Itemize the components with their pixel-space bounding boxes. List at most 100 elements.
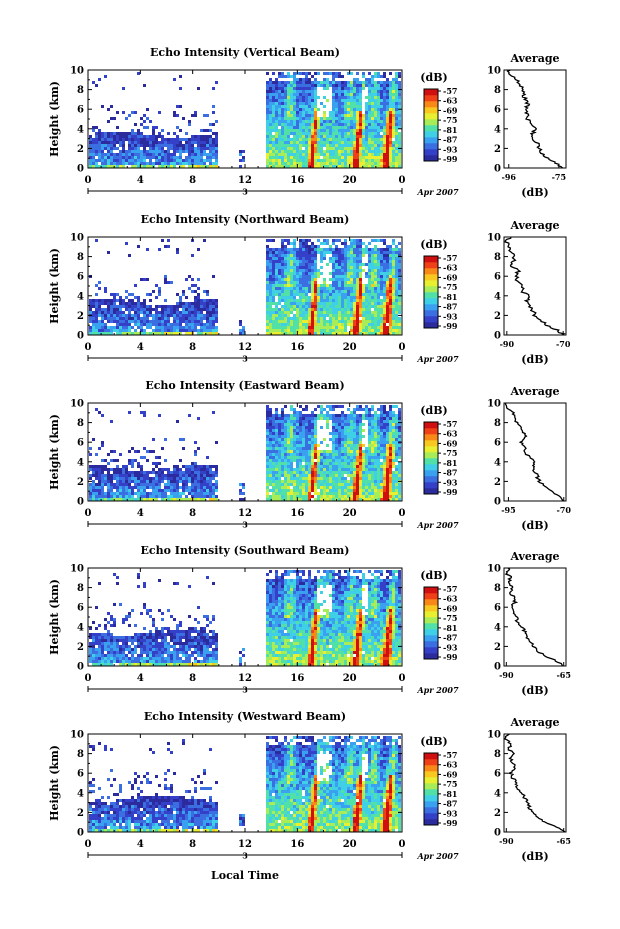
heatmap-cell (269, 447, 272, 450)
heatmap-cell (296, 432, 299, 435)
heatmap-cell (368, 323, 371, 326)
heatmap-cell (275, 251, 278, 254)
heatmap-cell (377, 144, 380, 147)
heatmap-cell (197, 87, 200, 90)
heatmap-cell (266, 450, 269, 453)
heatmap-cell (146, 314, 149, 317)
heatmap-cell (359, 239, 362, 242)
heatmap-cell (308, 251, 311, 254)
heatmap-cell (92, 150, 95, 153)
heatmap-cell (143, 299, 146, 302)
heatmap-cell (323, 123, 326, 126)
heatmap-cell (302, 165, 305, 168)
heatmap-cell (362, 251, 365, 254)
heatmap-cell (167, 486, 170, 489)
beam-panel-1: Echo Intensity (Northward Beam)0246810He… (48, 213, 571, 366)
heatmap-cell (296, 459, 299, 462)
heatmap-cell (305, 260, 308, 263)
heatmap-cell (296, 477, 299, 480)
heatmap-cell (272, 120, 275, 123)
heatmap-cell (203, 302, 206, 305)
heatmap-cell (275, 317, 278, 320)
heatmap-cell (272, 111, 275, 114)
heatmap-cell (170, 159, 173, 162)
heatmap-cell (305, 492, 308, 495)
heatmap-cell (95, 477, 98, 480)
heatmap-cell (203, 135, 206, 138)
heatmap-cell (197, 147, 200, 150)
heatmap-cell (398, 278, 401, 281)
heatmap-cell (272, 162, 275, 165)
heatmap-cell (374, 317, 377, 320)
heatmap-cell (278, 72, 281, 75)
heatmap-cell (296, 480, 299, 483)
heatmap-cell (359, 114, 362, 117)
heatmap-cell (290, 465, 293, 468)
heatmap-cell (161, 317, 164, 320)
heatmap-cell (215, 159, 218, 162)
heatmap-cell (98, 329, 101, 332)
heatmap-cell (377, 299, 380, 302)
heatmap-cell (137, 320, 140, 323)
heatmap-cell (140, 492, 143, 495)
heatmap-cell (302, 278, 305, 281)
heatmap-cell (209, 498, 212, 501)
heatmap-cell (290, 474, 293, 477)
heatmap-cell (293, 296, 296, 299)
heatmap-cell (281, 117, 284, 120)
heatmap-cell (383, 81, 386, 84)
heatmap-cell (323, 114, 326, 117)
heatmap-cell (347, 117, 350, 120)
heatmap-cell (275, 281, 278, 284)
heatmap-cell (122, 468, 125, 471)
heatmap-cell (314, 126, 317, 129)
x-tick-label: 4 (137, 175, 144, 186)
heatmap-cell (323, 84, 326, 87)
heatmap-cell (173, 144, 176, 147)
heatmap-cell (365, 117, 368, 120)
heatmap-cell (341, 311, 344, 314)
heatmap-cell (368, 153, 371, 156)
heatmap-cell (275, 120, 278, 123)
heatmap-cell (389, 81, 392, 84)
heatmap-cell (152, 477, 155, 480)
heatmap-cell (380, 117, 383, 120)
heatmap-cell (161, 447, 164, 450)
heatmap-cell (197, 302, 200, 305)
heatmap-cell (179, 156, 182, 159)
heatmap-cell (395, 269, 398, 272)
heatmap-cell (266, 423, 269, 426)
heatmap-cell (104, 326, 107, 329)
heatmap-cell (95, 471, 98, 474)
heatmap-cell (314, 468, 317, 471)
heatmap-cell (119, 314, 122, 317)
heatmap-cell (287, 284, 290, 287)
heatmap-cell (314, 159, 317, 162)
heatmap-cell (374, 305, 377, 308)
heatmap-cell (164, 275, 167, 278)
heatmap-cell (344, 132, 347, 135)
heatmap-cell (347, 314, 350, 317)
heatmap-cell (305, 302, 308, 305)
heatmap-cell (164, 311, 167, 314)
heatmap-cell (311, 329, 314, 332)
heatmap-cell (332, 102, 335, 105)
heatmap-cell (284, 120, 287, 123)
heatmap-cell (146, 498, 149, 501)
heatmap-cell (323, 302, 326, 305)
heatmap-cell (344, 311, 347, 314)
heatmap-cell (356, 269, 359, 272)
heatmap-cell (191, 308, 194, 311)
heatmap-cell (176, 317, 179, 320)
heatmap-cell (299, 114, 302, 117)
heatmap-cell (125, 471, 128, 474)
heatmap-cell (377, 159, 380, 162)
heatmap-cell (143, 411, 146, 414)
heatmap-cell (164, 317, 167, 320)
heatmap-cell (293, 329, 296, 332)
heatmap-cell (119, 156, 122, 159)
heatmap-cell (326, 248, 329, 251)
heatmap-cell (299, 332, 302, 335)
heatmap-cell (140, 498, 143, 501)
heatmap-cell (332, 120, 335, 123)
